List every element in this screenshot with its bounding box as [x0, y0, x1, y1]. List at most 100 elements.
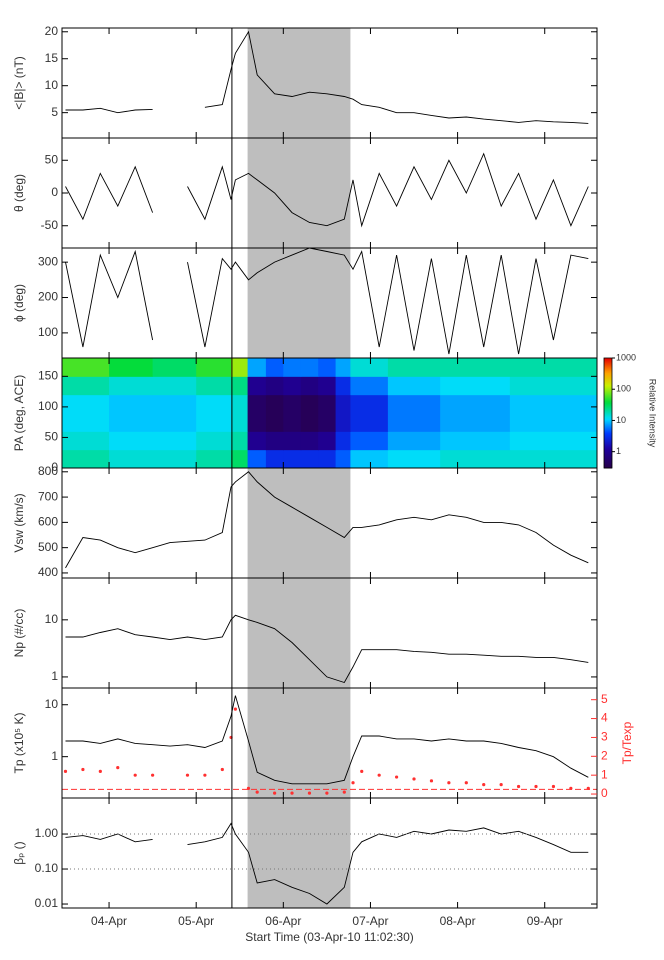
- y-tick-label: 150: [38, 369, 58, 383]
- data-point: [377, 773, 381, 777]
- colorbar-step: [604, 388, 612, 391]
- y-tick-label: 100: [38, 399, 58, 413]
- panel: 100 200 300 ϕ (deg): [12, 247, 598, 359]
- colorbar-step: [604, 364, 612, 367]
- colorbar-tick-label: 100: [616, 384, 631, 394]
- heatmap-cell: [247, 358, 267, 377]
- heatmap-cell: [231, 431, 249, 451]
- colorbar-step: [604, 422, 612, 425]
- colorbar-step: [604, 442, 612, 445]
- heatmap-cell: [440, 413, 511, 432]
- heatmap-cell: [196, 413, 232, 432]
- colorbar-step: [604, 374, 612, 377]
- heatmap-cell: [335, 394, 351, 414]
- y2-tick-label: 5: [601, 692, 608, 706]
- data-point: [203, 773, 207, 777]
- heatmap-cell: [318, 376, 337, 396]
- heatmap-cell: [196, 358, 232, 377]
- heatmap-cell: [265, 449, 284, 468]
- data-point: [499, 783, 503, 787]
- x-tick-label: 05-Apr: [178, 914, 214, 928]
- heatmap-cell: [387, 394, 441, 414]
- x-tick-label: 08-Apr: [440, 914, 476, 928]
- heatmap-cell: [335, 449, 351, 468]
- heatmap-cell: [109, 376, 154, 396]
- colorbar-step: [604, 444, 612, 447]
- data-point: [98, 769, 102, 773]
- heatmap-cell: [196, 394, 232, 414]
- heatmap-cell: [62, 394, 110, 414]
- heatmap-cell: [300, 394, 319, 414]
- colorbar-step: [604, 372, 612, 375]
- colorbar-step: [604, 366, 612, 369]
- heatmap-cell: [62, 431, 110, 451]
- colorbar-step: [604, 382, 612, 385]
- heatmap-cell: [152, 413, 197, 432]
- panel-frame: [61, 797, 598, 909]
- heatmap-cell: [350, 394, 389, 414]
- y2-tick-label: 0: [601, 786, 608, 800]
- colorbar-tick-label: 10: [616, 415, 626, 425]
- data-line: [65, 471, 589, 569]
- x-tick-label: 07-Apr: [352, 914, 388, 928]
- heatmap-cell: [196, 449, 232, 468]
- data-point: [360, 769, 364, 773]
- panel: 5 10 15 20 <|B|> (nT): [12, 24, 598, 139]
- colorbar-step: [604, 438, 612, 441]
- heatmap-cell: [318, 431, 337, 451]
- heatmap-cell: [509, 394, 597, 414]
- shaded-interval: [247, 688, 351, 798]
- y-tick-label: 10: [45, 78, 59, 92]
- shaded-interval: [247, 468, 351, 578]
- data-point: [116, 766, 120, 770]
- plot-area: [62, 358, 597, 468]
- shaded-interval: [247, 28, 351, 138]
- y-tick-label: 50: [45, 430, 59, 444]
- heatmap-cell: [283, 358, 302, 377]
- y-tick-label: 400: [38, 565, 58, 579]
- heatmap-cell: [283, 394, 302, 414]
- heatmap-cell: [109, 431, 154, 451]
- panel: 0.01 0.10 1.00 βₚ (): [12, 797, 598, 910]
- colorbar-step: [604, 428, 612, 431]
- y-tick-label: 0: [51, 185, 58, 199]
- heatmap-cell: [109, 449, 154, 468]
- heatmap-cell: [62, 376, 110, 396]
- colorbar-step: [604, 406, 612, 409]
- y-tick-label: 20: [45, 24, 59, 38]
- plot-area: [65, 28, 589, 138]
- heatmap-cell: [265, 358, 284, 377]
- heatmap-cell: [350, 431, 389, 451]
- colorbar-label: Relative Intensity: [648, 379, 658, 448]
- y-tick-label: 15: [45, 51, 59, 65]
- colorbar-step: [604, 378, 612, 381]
- colorbar-step: [604, 434, 612, 437]
- heatmap-cell: [152, 376, 197, 396]
- colorbar-step: [604, 412, 612, 415]
- heatmap-cell: [335, 376, 351, 396]
- plot-area: [65, 248, 589, 358]
- heatmap-cell: [265, 413, 284, 432]
- y-axis-label: <|B|> (nT): [12, 56, 26, 110]
- shaded-interval: [247, 248, 351, 358]
- data-point: [325, 791, 329, 795]
- data-point: [255, 790, 259, 794]
- y-tick-label: 0.10: [35, 861, 59, 875]
- data-line: [65, 695, 589, 785]
- y-tick-label: 0: [51, 460, 58, 474]
- colorbar-tick-label: 1000: [616, 352, 636, 362]
- panel: 400 500 600 700 800 Vsw (km/s): [12, 464, 598, 579]
- y-tick-label: 700: [38, 489, 58, 503]
- colorbar-step: [604, 418, 612, 421]
- colorbar-step: [604, 452, 612, 455]
- y2-tick-label: 3: [601, 730, 608, 744]
- plot-area: [65, 138, 589, 248]
- heatmap-cell: [247, 449, 267, 468]
- x-axis-label: Start Time (03-Apr-10 11:02:30): [245, 930, 414, 944]
- data-point: [290, 791, 294, 795]
- heatmap-cell: [283, 431, 302, 451]
- data-point: [551, 784, 556, 789]
- colorbar-step: [604, 392, 612, 395]
- y-axis-label: Tp (x10⁵ K): [12, 713, 26, 774]
- heatmap-cell: [387, 358, 441, 377]
